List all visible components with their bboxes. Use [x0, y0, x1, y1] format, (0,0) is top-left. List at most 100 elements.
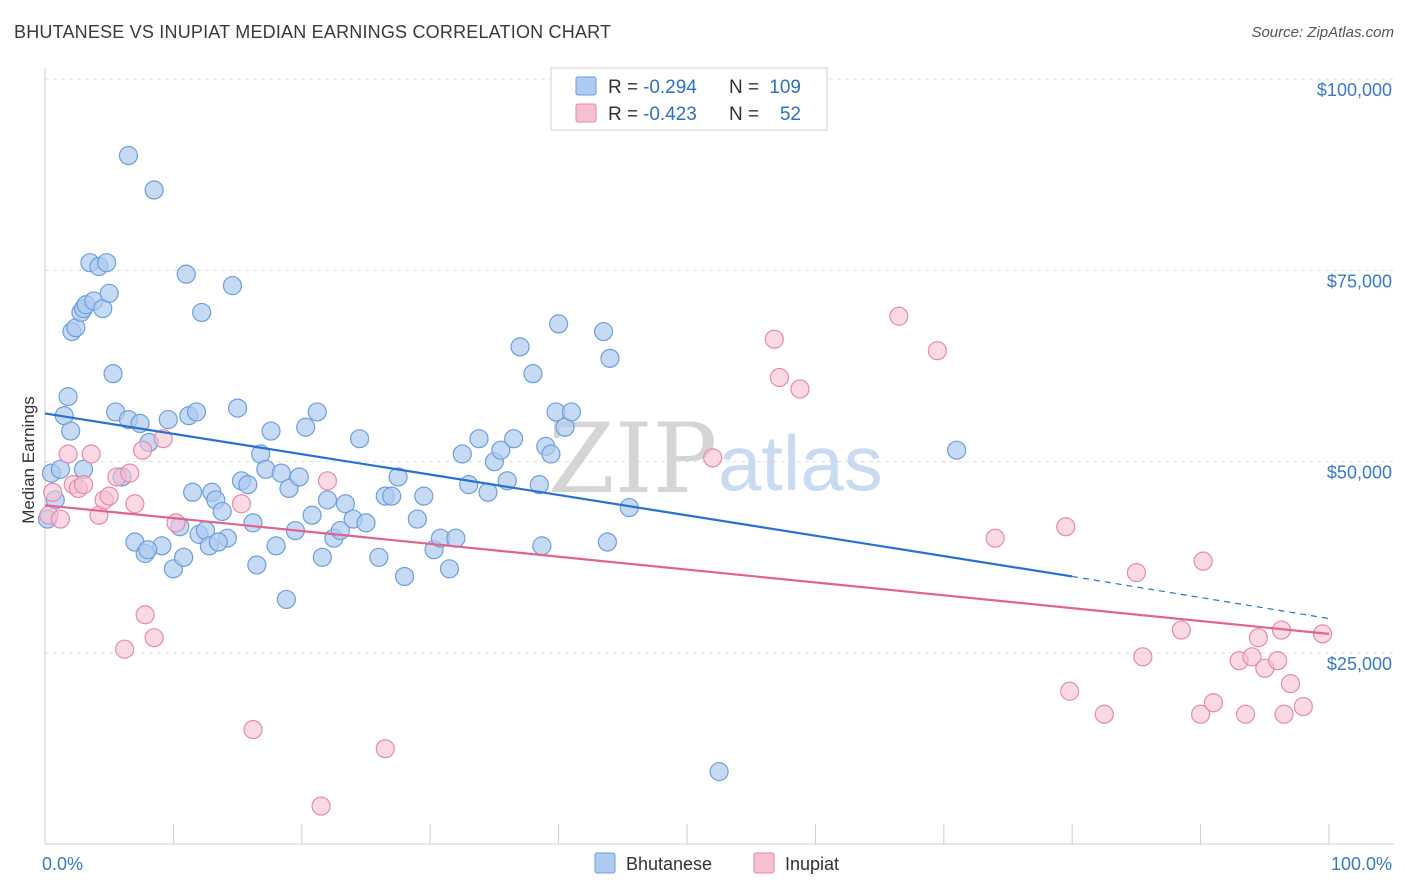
inupiat-point — [50, 509, 71, 529]
inupiat-point — [311, 796, 331, 816]
bhutanese-point — [186, 402, 207, 422]
bhutanese-point — [548, 314, 569, 334]
inupiat-point — [769, 367, 790, 388]
inupiat-point — [99, 486, 119, 506]
bhutanese-point — [228, 398, 248, 418]
bhutanese-point — [296, 417, 316, 437]
inupiat-points — [39, 306, 1333, 816]
legend-r-value-2: -0.423 — [643, 104, 697, 125]
inupiat-point — [1203, 693, 1224, 713]
correlation-legend: R = -0.294 N = 109 R = -0.423 N = 52 — [550, 67, 828, 131]
bhutanese-points — [37, 145, 967, 782]
inupiat-point — [1268, 651, 1288, 671]
bhutanese-point — [593, 321, 614, 342]
inupiat-point — [790, 379, 810, 399]
inupiat-point — [1248, 628, 1268, 648]
bhutanese-point — [335, 494, 356, 514]
bhutanese-point — [208, 532, 228, 552]
inupiat-point — [81, 444, 101, 464]
bhutanese-point — [407, 509, 427, 529]
legend-n-value-2: 52 — [780, 104, 801, 125]
legend-n-label-2: N = — [729, 104, 759, 125]
inupiat-point — [889, 306, 909, 326]
y-tick-label: $25,000 — [1327, 654, 1392, 674]
bhutanese-point — [491, 440, 511, 460]
bhutanese-point — [504, 429, 524, 449]
inupiat-point — [153, 429, 173, 449]
inupiat-point — [1094, 704, 1114, 724]
inupiat-point — [927, 341, 947, 361]
bhutanese-point — [192, 302, 212, 323]
bhutanese-point — [478, 482, 498, 502]
bhutanese-point — [561, 402, 582, 422]
y-tick-label: $75,000 — [1327, 271, 1392, 291]
inupiat-point — [764, 329, 784, 349]
bhutanese-point — [317, 490, 338, 510]
inupiat-point — [1056, 517, 1076, 537]
bhutanese-point — [709, 762, 729, 782]
bhutanese-point — [276, 589, 296, 610]
bottom-legend-label-inupiat: Inupiat — [785, 854, 839, 874]
bhutanese-point — [271, 463, 291, 483]
inupiat-point — [43, 482, 63, 502]
bhutanese-point — [523, 364, 543, 384]
bhutanese-point — [212, 501, 232, 522]
bhutanese-point — [459, 475, 479, 495]
legend-swatch-inupiat — [575, 103, 597, 123]
bhutanese-point — [261, 421, 281, 441]
inupiat-point — [231, 494, 252, 514]
bhutanese-point — [532, 536, 552, 556]
legend-swatch-bhutanese — [575, 76, 597, 96]
bhutanese-point — [947, 440, 967, 460]
bhutanese-point — [243, 513, 263, 533]
bhutanese-point — [97, 253, 117, 273]
bhutanese-point — [312, 547, 332, 567]
bhutanese-point — [158, 409, 178, 430]
bhutanese-point — [61, 421, 81, 441]
inupiat-point — [73, 475, 94, 495]
watermark-atlas: atlas — [718, 419, 883, 507]
y-tick-label: $50,000 — [1327, 463, 1392, 483]
inupiat-point — [132, 440, 153, 460]
bhutanese-point — [138, 540, 158, 560]
bhutanese-point — [50, 459, 71, 479]
bhutanese-point — [600, 348, 620, 368]
inupiat-point — [375, 739, 395, 759]
inupiat-point — [317, 471, 338, 491]
bhutanese-point — [452, 444, 472, 464]
inupiat-point — [1280, 674, 1301, 694]
legend-n-label-1: N = — [729, 77, 759, 98]
bhutanese-point — [222, 276, 243, 296]
inupiat-point — [1274, 704, 1294, 724]
inupiat-point — [1193, 551, 1213, 571]
inupiat-point — [703, 448, 723, 468]
inupiat-point — [125, 494, 145, 514]
bhutanese-point — [414, 486, 434, 506]
inupiat-point — [135, 605, 155, 625]
inupiat-point — [120, 463, 140, 483]
inupiat-point — [1060, 681, 1080, 701]
x-tick-max: 100.0% — [1331, 854, 1392, 874]
bhutanese-trend-line — [44, 412, 1073, 578]
inupiat-point — [1293, 696, 1313, 717]
bhutanese-point — [289, 467, 309, 487]
inupiat-trend-line — [44, 504, 1330, 635]
watermark: ZIP atlas — [548, 403, 883, 515]
inupiat-point — [58, 444, 78, 464]
bhutanese-point — [369, 547, 389, 567]
bottom-legend-swatch-bhutanese — [594, 852, 616, 874]
legend-r-value-1: -0.294 — [643, 77, 697, 98]
bhutanese-point — [446, 528, 466, 548]
trend-lines — [44, 412, 1330, 635]
inupiat-point — [243, 719, 263, 740]
bhutanese-point — [307, 402, 327, 422]
inupiat-point — [1235, 704, 1256, 724]
y-axis-label: Median Earnings — [19, 396, 38, 524]
bhutanese-point — [388, 467, 408, 487]
bhutanese-point — [103, 364, 123, 384]
bhutanese-point — [597, 532, 617, 552]
bhutanese-point — [144, 180, 164, 200]
bhutanese-point — [99, 283, 119, 303]
bhutanese-point — [302, 505, 322, 525]
